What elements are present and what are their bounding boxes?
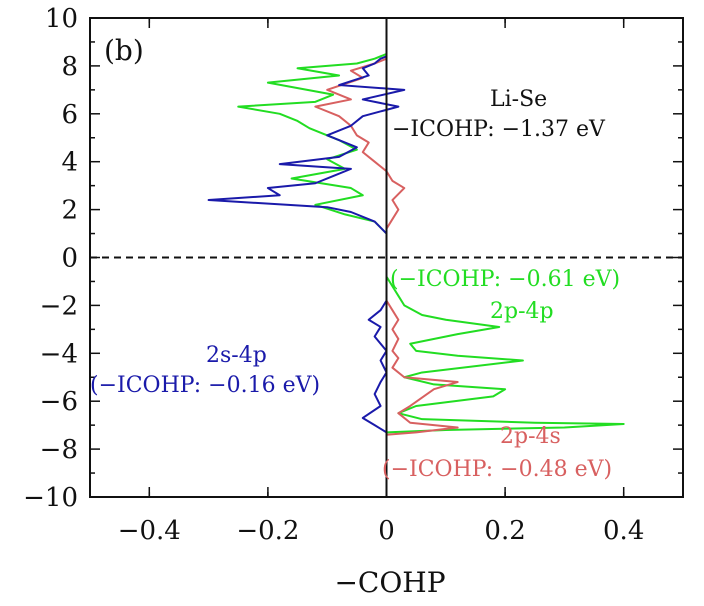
y-tick-label: −4 [40, 339, 78, 369]
y-tick-label: 8 [61, 52, 78, 82]
x-tick-label: 0.4 [603, 516, 644, 546]
annot-2p4s-title: 2p-4s [500, 424, 561, 449]
y-tick-label: 2 [61, 196, 78, 226]
annot-2p4s-value: (−ICOHP: −0.48 eV) [382, 457, 612, 482]
annot-total-value: −ICOHP: −1.37 eV [392, 117, 606, 142]
y-tick-label: 6 [61, 100, 78, 130]
y-tick-label: −8 [40, 435, 78, 465]
annot-total-title: Li-Se [490, 87, 547, 112]
x-tick-label: 0.2 [484, 516, 525, 546]
y-tick-label: 0 [61, 244, 78, 274]
axis-tick-labels: −10 −8 −6 −4 −2 0 2 4 6 8 10 −0.4 −0.2 0 0.2 0.4 [23, 4, 644, 546]
axis-ticks [90, 17, 683, 498]
x-tick-label: −0.2 [236, 516, 299, 546]
annot-2s4p-value: (−ICOHP: −0.16 eV) [90, 373, 320, 398]
y-tick-label: −6 [40, 387, 78, 417]
x-tick-label: 0 [378, 516, 395, 546]
x-tick-label: −0.4 [118, 516, 181, 546]
series-layer [207, 52, 625, 436]
y-tick-label: 10 [45, 4, 78, 34]
y-tick-label: −10 [23, 483, 78, 513]
series-line-2 [207, 55, 406, 434]
y-tick-label: 4 [61, 148, 78, 178]
series-line-1 [314, 57, 459, 436]
annot-2s4p-title: 2s-4p [206, 343, 267, 368]
panel-label: (b) [104, 34, 144, 67]
annot-2p4p-value: (−ICOHP: −0.61 eV) [390, 267, 620, 292]
annot-2p4p-title: 2p-4p [490, 299, 554, 324]
x-axis-title: −COHP [334, 566, 445, 599]
y-tick-label: −2 [40, 291, 78, 321]
series-line-0 [237, 52, 625, 434]
